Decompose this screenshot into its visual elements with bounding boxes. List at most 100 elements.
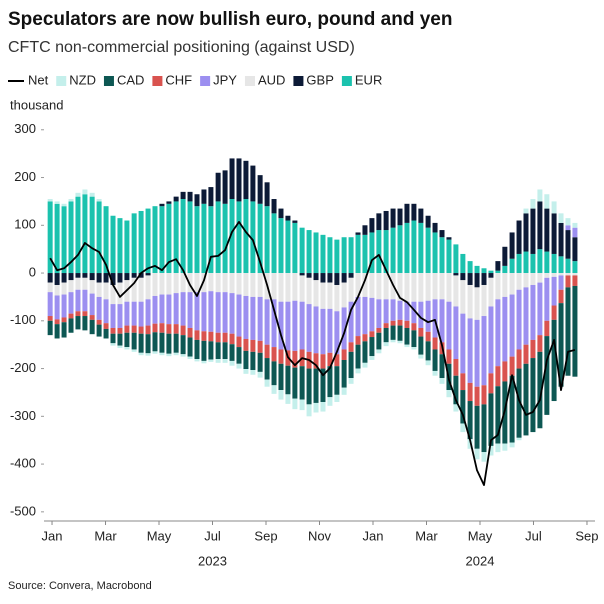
legend-swatch (200, 76, 211, 86)
bar-segment (306, 273, 312, 278)
bar-segment (75, 289, 81, 312)
bar-segment (502, 273, 508, 297)
net-line (49, 221, 576, 486)
bar-segment (75, 277, 81, 290)
legend-swatch (244, 76, 255, 86)
bar-segment (187, 201, 193, 274)
bar-segment (495, 261, 501, 271)
bar-segment (215, 172, 221, 202)
bar-segment (173, 293, 179, 325)
bar-segment (250, 296, 256, 340)
bar-segment (460, 253, 466, 274)
bar-segment (453, 404, 459, 412)
bar-segment (124, 220, 130, 274)
bar-segment (495, 443, 501, 453)
bar-segment (509, 356, 515, 376)
year-label: 2023 (198, 553, 227, 568)
bar-segment (537, 189, 543, 202)
legend-label: CAD (117, 72, 144, 87)
bar-segment (334, 311, 340, 355)
bar-segment (103, 323, 109, 329)
bar-segment (271, 273, 277, 300)
bar-segment (369, 232, 375, 274)
bar-segment (89, 293, 95, 316)
legend-label: Net (28, 72, 49, 87)
bar-segment (285, 301, 291, 351)
bar-segment (54, 319, 60, 325)
source-note: Source: Convera, Macrobond (8, 580, 152, 592)
bar-segment (229, 360, 235, 366)
bar-segment (264, 182, 270, 207)
bar-segment (376, 213, 382, 231)
bar-segment (327, 237, 333, 274)
bar-segment (530, 358, 536, 433)
bar-segment (299, 273, 305, 276)
bar-segment (250, 165, 256, 202)
bar-segment (292, 273, 298, 301)
bar-segment (418, 354, 424, 359)
bar-segment (439, 378, 445, 384)
bar-segment (152, 206, 158, 274)
bar-segment (68, 280, 74, 293)
bar-segment (138, 326, 144, 334)
bar-segment (138, 301, 144, 327)
bar-segment (110, 327, 116, 334)
bar-segment (166, 273, 172, 295)
bar-segment (257, 352, 263, 372)
bar-segment (201, 273, 207, 293)
bar-segment (530, 273, 536, 285)
bar-segment (572, 275, 578, 286)
bar-segment (334, 273, 340, 285)
bar-segment (229, 273, 235, 294)
bar-segment (222, 203, 228, 274)
bar-segment (320, 401, 326, 412)
bar-segment (285, 220, 291, 274)
bar-segment (488, 270, 494, 274)
bar-segment (194, 359, 200, 362)
bar-segment (502, 296, 508, 362)
bar-segment (341, 349, 347, 360)
bar-segment (96, 282, 102, 297)
bar-segment (481, 452, 487, 462)
bar-segment (54, 273, 60, 285)
bar-segment (236, 363, 242, 369)
bar-segment (460, 273, 466, 281)
bar-segment (47, 199, 53, 202)
bar-segment (460, 280, 466, 314)
bar-segment (530, 284, 536, 340)
bar-segment (61, 294, 67, 318)
bar-segment (558, 256, 564, 274)
bar-segment (530, 199, 536, 209)
bar-segment (271, 385, 277, 394)
bar-segment (68, 292, 74, 314)
bar-segment (61, 206, 67, 274)
bar-segment (82, 289, 88, 312)
bar-segment (376, 230, 382, 274)
bar-segment (397, 225, 403, 274)
bar-segment (47, 282, 53, 293)
y-tick-label: 100 (14, 217, 36, 232)
bar-segment (313, 232, 319, 274)
bar-segment (544, 336, 550, 415)
bar-segment (334, 354, 340, 367)
bar-segment (159, 332, 165, 353)
bar-segment (551, 319, 557, 402)
bar-segment (432, 299, 438, 338)
bar-segment (187, 356, 193, 360)
y-tick-label: 300 (14, 121, 36, 136)
bar-segment (306, 230, 312, 274)
bar-segment (159, 294, 165, 324)
bar-segment (138, 273, 144, 278)
bar-segment (187, 191, 193, 202)
bar-segment (509, 375, 515, 443)
bar-segment (460, 373, 466, 391)
bar-segment (166, 324, 172, 334)
bar-segment (495, 299, 501, 367)
bar-segment (369, 218, 375, 233)
bar-segment (523, 287, 529, 345)
bar-segment (565, 225, 571, 231)
bar-segment (432, 337, 438, 350)
bar-segment (474, 287, 480, 320)
legend-label: EUR (355, 72, 382, 87)
bar-segment (103, 299, 109, 324)
